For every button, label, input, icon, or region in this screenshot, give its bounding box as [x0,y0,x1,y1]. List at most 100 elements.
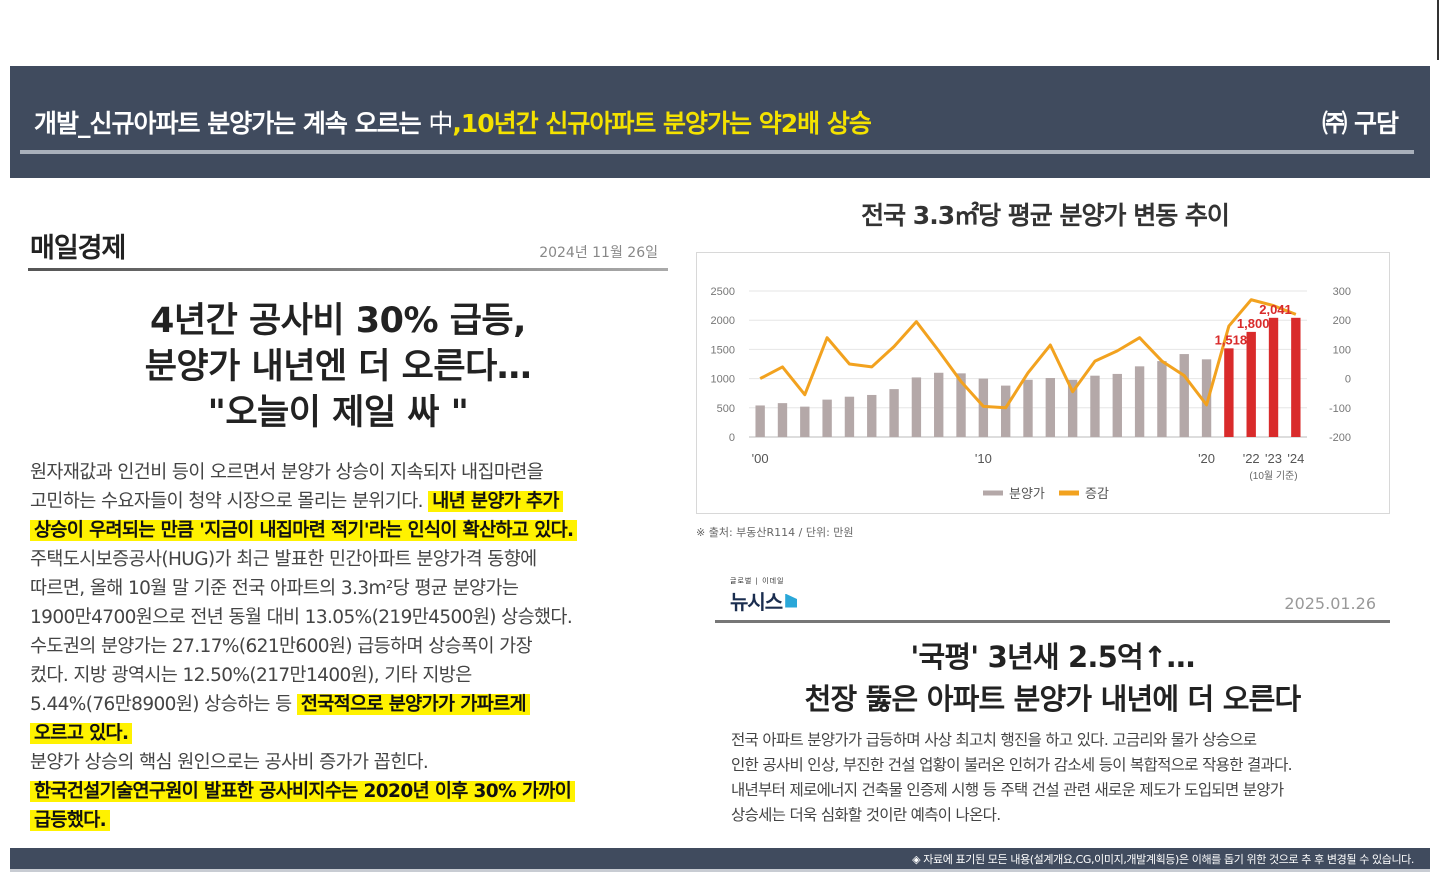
right-article: 글로벌 | 이데일 뉴시스 2025.01.26 '국평' 3년새 2.5억↑…… [715,572,1390,840]
footer-disclaimer: ◈ 자료에 표기된 모든 내용(설계개요,CG,이미지,개발계획등)은 이해를 … [912,853,1414,866]
y-left-tick-label: 0 [729,432,735,444]
bar [755,405,765,437]
bar [1201,359,1212,437]
footer-bar: ◈ 자료에 표기된 모든 내용(설계개요,CG,이미지,개발계획등)은 이해를 … [10,848,1430,869]
bar [934,372,944,437]
header-title-mid: 中 [428,109,453,138]
body-line: 인한 공사비 인상, 부진한 건설 업황이 불러온 인허가 감소세 등이 복합적… [731,756,1293,774]
body-line: 오르고 있다. [30,719,670,748]
highlighted-text: 한국건설기술연구원이 발표한 공사비지수는 2020년 이후 30% 가까이 [30,781,576,802]
highlighted-text: 상승이 우려되는 만큼 '지금이 내집마련 적기'라는 인식이 확산하고 있다. [30,520,578,541]
bar [1246,331,1256,437]
x-tick-label: '24 [1287,451,1304,466]
body-text: 5.44%(76만8900원) 상승하는 등 [30,694,297,715]
body-line: 분양가 상승의 핵심 원인으로는 공사비 증가가 꼽힌다. [30,748,670,777]
article-body: 전국 아파트 분양가가 급등하며 사상 최고치 행진을 하고 있다. 고금리와 … [731,728,1381,828]
body-text: 1900만4700원으로 전년 동월 대비 13.05%(219만4500원) … [30,607,573,628]
y-right-tick-label: -200 [1329,432,1351,444]
bar [1067,379,1078,437]
body-line: 상승이 우려되는 만큼 '지금이 내집마련 적기'라는 인식이 확산하고 있다. [30,516,670,545]
highlighted-text: 급등했다. [30,810,111,831]
x-tick-label: '22 [1243,451,1260,466]
body-line: 따르면, 올해 10월 말 기준 전국 아파트의 3.3m²당 평균 분양가는 [30,574,670,603]
body-line: 내년부터 제로에너지 건축물 인증제 시행 등 주택 건설 관련 새로운 제도가… [731,781,1284,799]
bar [777,403,788,437]
headline-line: 분양가 내년엔 더 오른다… [144,347,532,387]
article-divider [715,620,1390,623]
data-label: 1,800 [1237,316,1270,331]
bar [1268,317,1279,437]
legend-label: 분양가 [1009,486,1045,501]
y-left-tick-label: 500 [717,403,735,415]
bar [1112,373,1122,437]
chart-title: 전국 3.3㎡당 평균 분양가 변동 추이 [861,201,1230,230]
header-brand: ㈜ 구담 [1322,109,1399,138]
bar [1179,354,1189,437]
bar [1000,385,1011,437]
body-line: 급등했다. [30,806,670,835]
header-banner: 개발_신규아파트 분양가는 계속 오르는 中,10년간 신규아파트 분양가는 약… [10,66,1430,178]
bar [1224,348,1234,437]
footer-underline [10,869,1430,872]
publisher-mark-icon [785,593,798,608]
y-left-tick-label: 2500 [711,286,735,298]
bar [844,396,855,437]
highlighted-text: 전국적으로 분양가가 가파르게 [296,694,530,715]
headline-line: "오늘이 제일 싸 " [207,393,469,433]
body-line: 원자재값과 인건비 등이 오르면서 분양가 상승이 지속되자 내집마련을 [30,458,670,487]
bar [867,394,877,437]
y-right-tick-label: 100 [1333,344,1351,356]
article-headline: 4년간 공사비 30% 급등, 분양가 내년엔 더 오른다… "오늘이 제일 싸… [58,298,618,436]
headline-line: 천장 뚫은 아파트 분양가 내년에 더 오른다 [804,682,1302,716]
y-right-tick-label: -100 [1329,403,1351,415]
data-label: 1,518 [1215,332,1248,347]
price-trend-chart: 0 500 1000 1500 2000 2500 -200 -100 0 100 200 300 1,… [711,286,1351,501]
highlighted-text: 내년 분양가 추가 [428,491,563,512]
bar [911,377,922,437]
header-title: 개발_신규아파트 분양가는 계속 오르는 中,10년간 신규아파트 분양가는 약… [34,104,872,140]
highlighted-text: 오르고 있다. [30,723,133,744]
publisher-logo-newsis: 글로벌 | 이데일 뉴시스 [730,576,798,615]
y-right-tick-label: 300 [1333,286,1351,298]
publisher-tagline: 글로벌 | 이데일 [730,577,785,585]
y-right-tick-label: 200 [1333,315,1351,327]
body-text: 주택도시보증공사(HUG)가 최근 발표한 민간아파트 분양가격 동향에 [30,549,537,570]
y-left-tick-label: 1000 [711,374,735,386]
body-line: 한국건설기술연구원이 발표한 공사비지수는 2020년 이후 30% 가까이 [30,777,670,806]
publisher-name-text: 뉴시스 [730,590,783,614]
header-title-highlight: ,10년간 신규아파트 분양가는 약2배 상승 [452,109,871,138]
publisher-name: 뉴시스 [730,586,798,615]
body-text: 컸다. 지방 광역시는 12.50%(217만1400원), 기타 지방은 [30,665,472,686]
bar [1157,361,1167,437]
article-divider [28,268,668,271]
body-line: 컸다. 지방 광역시는 12.50%(217만1400원), 기타 지방은 [30,661,670,690]
body-line: 수도권의 분양가는 27.17%(621만600원) 급등하며 상승폭이 가장 [30,632,670,661]
body-line: 5.44%(76만8900원) 상승하는 등 전국적으로 분양가가 가파르게 [30,690,670,719]
publisher-logo: 매일경제 [30,233,126,264]
chart-container: 0 500 1000 1500 2000 2500 -200 -100 0 100 200 300 1,… [696,252,1390,514]
header-divider [20,150,1414,154]
change-line [759,298,1297,410]
x-tick-note: (10월 기준) [1249,470,1297,482]
headline-line: 4년간 공사비 30% 급등, [150,301,526,341]
article-body: 원자재값과 인건비 등이 오르면서 분양가 상승이 지속되자 내집마련을 고민하는… [30,458,670,835]
bar [1090,375,1100,437]
bar [1045,378,1056,437]
bar [1291,317,1301,437]
body-line: 고민하는 수요자들이 청약 시장으로 몰리는 분위기다. 내년 분양가 추가 [30,487,670,516]
y-right-tick-label: 0 [1345,374,1351,386]
y-left-tick-label: 2000 [711,315,735,327]
body-line: 1900만4700원으로 전년 동월 대비 13.05%(219만4500원) … [30,603,670,632]
bar [956,373,966,437]
bar [1023,379,1033,437]
body-line: 상승세는 더욱 심화할 것이란 예측이 나온다. [731,806,1001,824]
edge-line [1437,0,1439,60]
data-label: 2,041 [1259,302,1292,317]
bar [889,389,899,437]
legend-label: 증감 [1085,486,1109,501]
bar [1134,366,1145,437]
body-text: 고민하는 수요자들이 청약 시장으로 몰리는 분위기다. [30,491,429,512]
body-text: 분양가 상승의 핵심 원인으로는 공사비 증가가 꼽힌다. [30,752,429,773]
headline-line: '국평' 3년새 2.5억↑… [910,640,1195,674]
